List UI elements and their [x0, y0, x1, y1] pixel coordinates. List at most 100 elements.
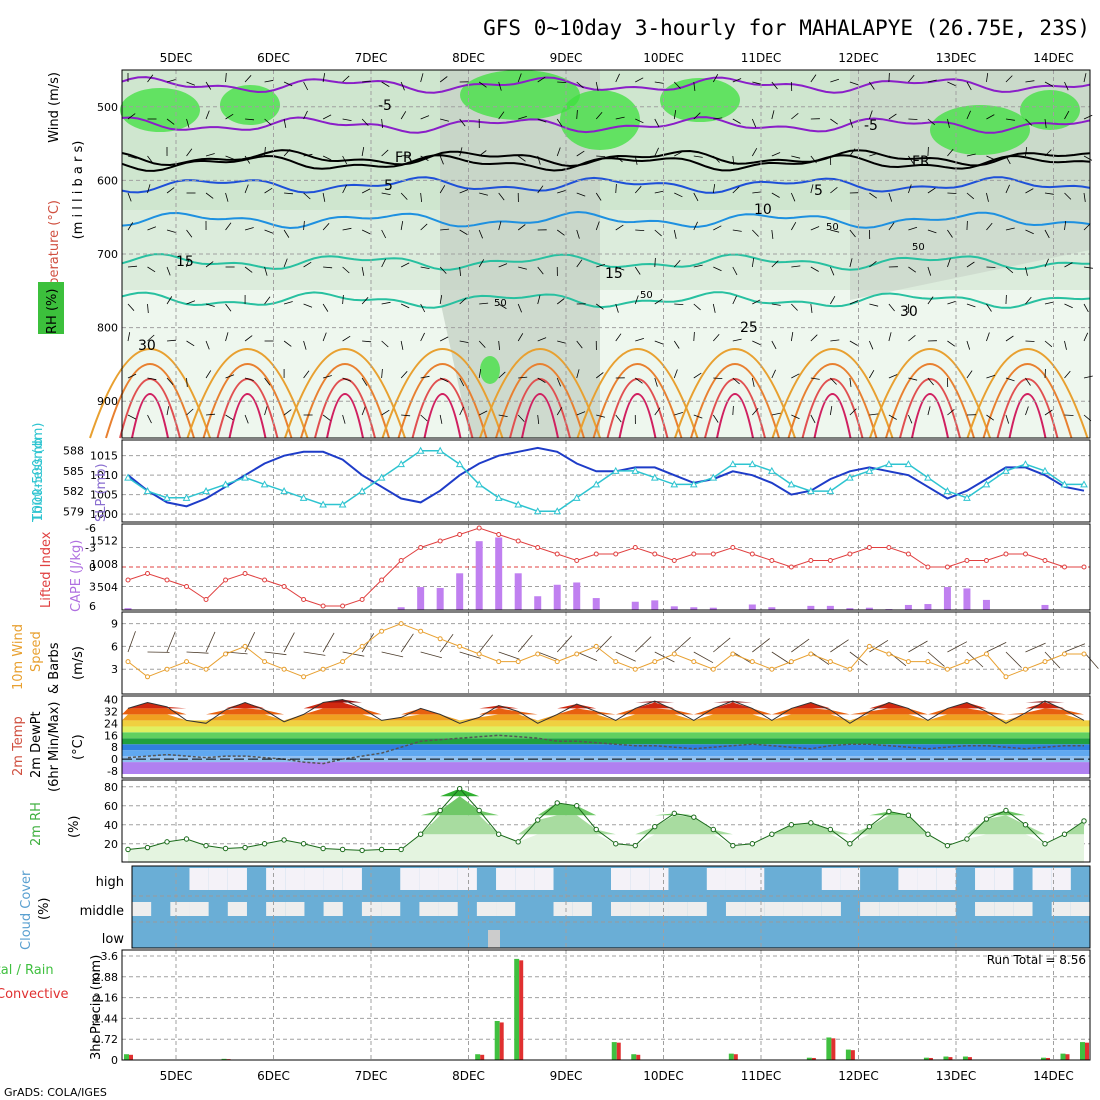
wind-barb	[1005, 227, 1015, 231]
wind-barb	[635, 77, 644, 83]
wind-barb	[888, 332, 892, 342]
li-point	[983, 558, 989, 563]
precip-total-bar	[826, 1037, 832, 1060]
cape-bar	[573, 582, 581, 610]
wind-barb	[576, 150, 585, 157]
li-point	[515, 538, 521, 544]
wind-barb	[693, 112, 701, 120]
wind-barb	[518, 376, 528, 379]
thickness-top-label: 1000-500mb	[31, 438, 46, 522]
wind-barb	[479, 302, 489, 305]
wind-barb	[1064, 154, 1074, 157]
wind10-barb	[693, 651, 714, 664]
wind-barb	[322, 414, 331, 421]
date-label-top: 7DEC	[355, 51, 388, 65]
wind-barb	[459, 147, 463, 157]
rh-point	[632, 842, 638, 849]
wind-barb	[732, 266, 738, 276]
wind-barb	[459, 118, 466, 127]
wind10-point	[730, 651, 736, 657]
thickness-point	[1021, 460, 1030, 468]
run-total: Run Total = 8.56	[987, 953, 1086, 967]
wind10-barb	[478, 634, 494, 653]
wind-barb	[830, 186, 838, 194]
precip-total-bar	[124, 1054, 129, 1060]
wind-barb	[1064, 192, 1072, 200]
wind-barb	[732, 295, 737, 305]
thickness-point	[143, 487, 152, 495]
wind-barb	[225, 113, 234, 120]
wind-barb	[557, 190, 566, 194]
precip-total-bar	[728, 1053, 734, 1060]
cape-bar	[690, 607, 698, 610]
wind-barb	[1005, 266, 1014, 274]
precip-conv-bar	[636, 1054, 641, 1060]
wind10-barb	[1083, 651, 1099, 669]
wind-barb	[693, 303, 701, 311]
cape-bar	[495, 537, 503, 610]
wind-barb	[713, 117, 723, 120]
li-point	[905, 551, 911, 557]
li-axis: -6 -3 0 3 6 1512 1008 504	[85, 522, 118, 613]
temperature-contour	[121, 176, 1091, 194]
wind-barb	[361, 377, 368, 386]
wind10-tick-label: 6	[111, 640, 118, 653]
wind10-point	[983, 651, 989, 657]
wind-barb	[947, 300, 957, 305]
cloud-mid-gap	[381, 902, 401, 916]
contour-label: 5	[384, 178, 393, 194]
temp-series	[122, 698, 1090, 765]
wind-barb	[1025, 147, 1028, 157]
wind10-point	[964, 659, 970, 665]
wind-barb	[1083, 303, 1089, 313]
contour-label: 10	[754, 202, 772, 218]
wind10-barb	[927, 651, 945, 667]
thickness-point	[1060, 480, 1069, 488]
wind10-point	[145, 674, 151, 680]
wind10-point	[223, 651, 229, 657]
wind-barb	[420, 266, 430, 269]
cloud-mid-gap	[879, 902, 899, 916]
cloud-mid-gap	[936, 902, 956, 916]
rh-point	[1003, 807, 1009, 814]
wind10-barb	[752, 638, 770, 653]
wind-barb	[752, 191, 762, 194]
temp-tick-label: 8	[111, 741, 118, 754]
cloud-high-gap	[936, 868, 956, 890]
wind-barb	[654, 257, 656, 268]
li-frame	[121, 523, 1091, 611]
cloud-level-label: middle	[80, 904, 124, 919]
wind10-barb	[186, 651, 209, 654]
wind-barb	[205, 110, 210, 120]
thickness-point	[572, 493, 581, 501]
surface-contour	[771, 348, 894, 439]
wind-barb	[244, 335, 253, 342]
cloud-high-gap	[994, 868, 1014, 890]
li-point	[184, 584, 190, 589]
wind-axis-label: Wind (m/s)	[47, 72, 62, 143]
wind-barb	[771, 152, 781, 157]
cloud-mid-gap	[802, 902, 822, 916]
wind-barb	[342, 155, 348, 165]
wind-barb	[888, 72, 890, 83]
rh-point	[554, 800, 560, 806]
rh-point	[983, 816, 990, 822]
wind-barb	[771, 260, 779, 268]
wind-barb	[322, 155, 332, 161]
wind-barb	[849, 148, 856, 157]
thickness-point	[455, 460, 464, 468]
wind-barb	[713, 155, 720, 163]
wind-barb	[420, 332, 425, 342]
precip-conv-bar	[811, 1057, 816, 1060]
wind-barb	[420, 375, 430, 379]
li-point	[613, 551, 619, 557]
wind-barb	[517, 155, 526, 162]
wind-barb	[869, 81, 875, 90]
wind10-background	[122, 612, 1090, 694]
thickness-line	[127, 449, 1084, 513]
thickness-point	[1002, 466, 1010, 474]
precip-conv-bar	[480, 1054, 485, 1060]
date-label-bottom: 13DEC	[936, 1069, 976, 1083]
wind10-barb	[634, 636, 652, 653]
